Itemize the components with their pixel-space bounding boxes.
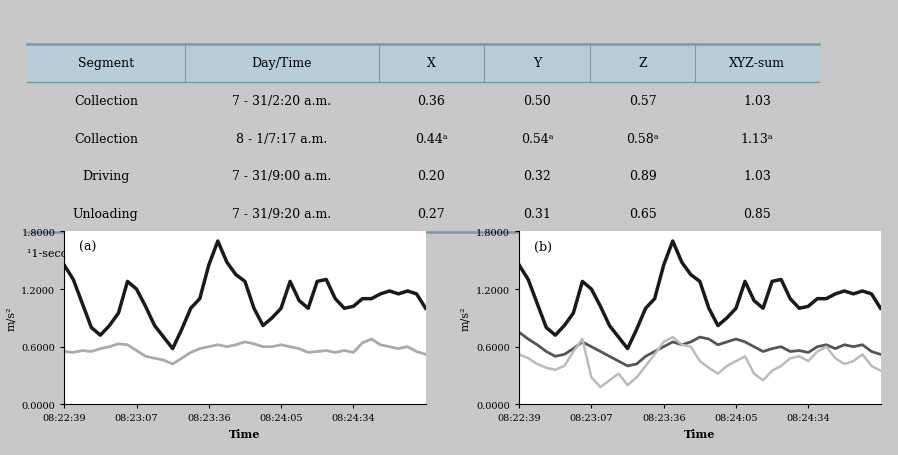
Y-axis label: m/s²: m/s² <box>5 306 15 330</box>
Text: XYZ-sum: XYZ-sum <box>729 57 785 71</box>
Text: 7 - 31/9:00 a.m.: 7 - 31/9:00 a.m. <box>233 170 331 183</box>
Text: Collection: Collection <box>74 132 137 145</box>
Text: 7 - 31/9:20 a.m.: 7 - 31/9:20 a.m. <box>233 207 331 220</box>
Bar <box>27 45 819 82</box>
Y-axis label: m/s²: m/s² <box>461 306 471 330</box>
Text: Unloading: Unloading <box>73 207 138 220</box>
Text: 0.27: 0.27 <box>418 207 445 220</box>
Text: 0.50: 0.50 <box>524 95 550 108</box>
Text: Segment: Segment <box>78 57 134 71</box>
Text: X: X <box>427 57 436 71</box>
Text: 1.13ᵃ: 1.13ᵃ <box>741 132 773 145</box>
Text: 0.20: 0.20 <box>418 170 445 183</box>
Text: (a): (a) <box>79 241 96 253</box>
Text: ¹1-second interval averaging.: ¹1-second interval averaging. <box>27 249 191 259</box>
Text: 0.89: 0.89 <box>629 170 656 183</box>
Text: 0.54ᵃ: 0.54ᵃ <box>521 132 553 145</box>
Text: (b): (b) <box>533 241 551 253</box>
X-axis label: Time: Time <box>684 428 716 439</box>
Text: 0.57: 0.57 <box>629 95 656 108</box>
Text: 0.85: 0.85 <box>744 207 770 220</box>
Text: 8 - 1/7:17 a.m.: 8 - 1/7:17 a.m. <box>236 132 328 145</box>
Text: 0.31: 0.31 <box>523 207 551 220</box>
Text: 1.03: 1.03 <box>743 95 771 108</box>
Text: Y: Y <box>533 57 541 71</box>
Text: 7 - 31/2:20 a.m.: 7 - 31/2:20 a.m. <box>233 95 331 108</box>
Text: Driving: Driving <box>82 170 129 183</box>
Text: 0.32: 0.32 <box>524 170 550 183</box>
Text: 0.44ᵃ: 0.44ᵃ <box>415 132 448 145</box>
X-axis label: Time: Time <box>229 428 260 439</box>
Text: Z: Z <box>638 57 647 71</box>
Text: 0.36: 0.36 <box>418 95 445 108</box>
Text: 0.65: 0.65 <box>629 207 656 220</box>
Text: 1.03: 1.03 <box>743 170 771 183</box>
Text: Collection: Collection <box>74 95 137 108</box>
Text: 0.58ᵃ: 0.58ᵃ <box>626 132 659 145</box>
Text: Day/Time: Day/Time <box>251 57 312 71</box>
